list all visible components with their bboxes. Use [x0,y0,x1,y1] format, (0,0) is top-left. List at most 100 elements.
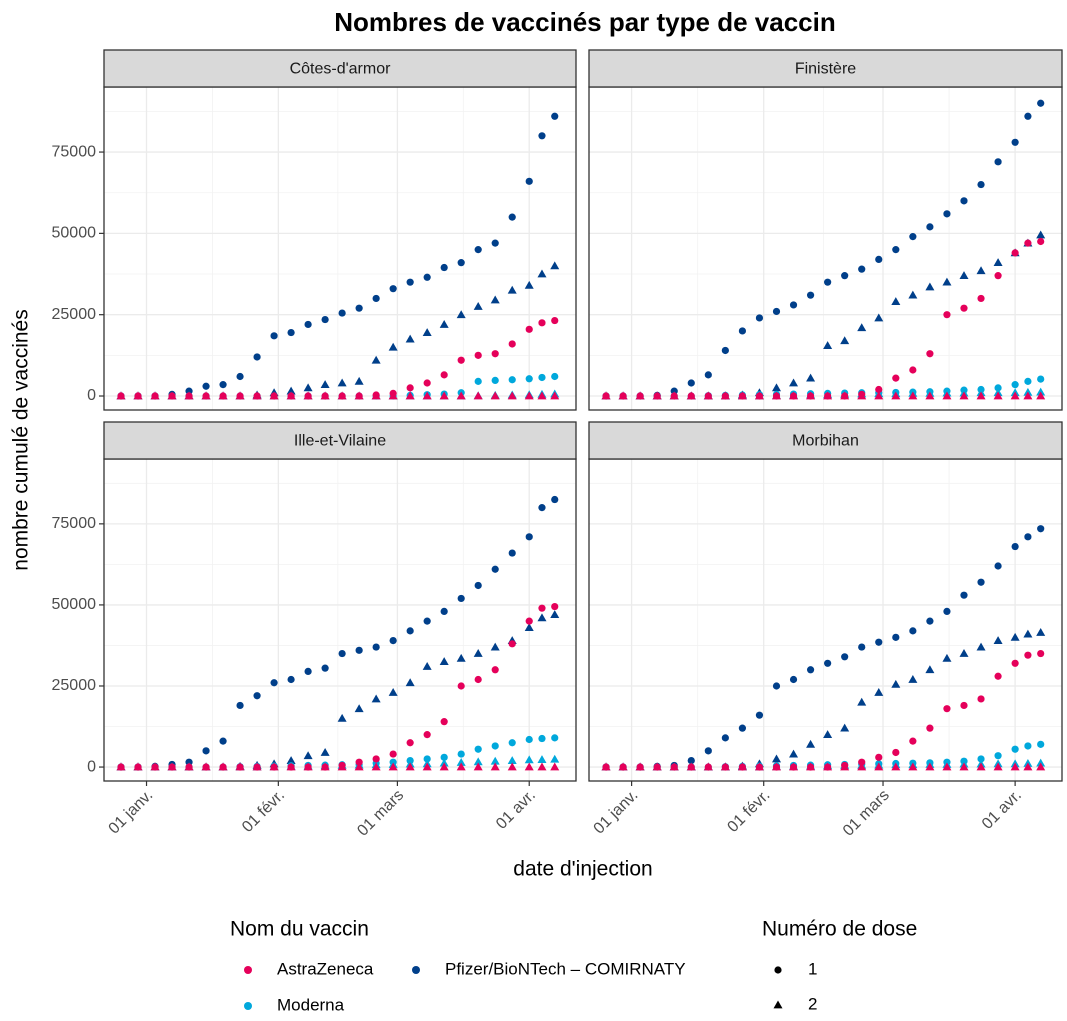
point [551,602,559,611]
point [720,762,730,771]
point [490,642,500,651]
point [150,762,160,771]
point [652,391,662,400]
point [704,747,712,755]
point [474,246,482,254]
point [737,391,747,400]
point [354,762,364,771]
point [490,762,500,771]
point [537,613,547,622]
point [1010,632,1020,641]
point [201,391,211,400]
panel-background [104,87,576,410]
point [994,752,1002,760]
point [320,380,330,389]
point [976,266,986,275]
point [321,664,329,672]
point [508,640,516,648]
point [1011,381,1019,389]
point [538,604,546,612]
point [841,653,849,661]
point [875,385,883,394]
point [908,675,918,683]
point [389,750,397,758]
legend-marker [412,966,420,974]
point [601,762,611,771]
point [806,666,815,674]
point [550,610,560,619]
point [538,373,546,382]
point [490,391,500,400]
point [823,730,833,739]
point [525,325,533,333]
legend-label: 1 [808,959,817,978]
point [551,372,559,381]
y-tick-label: 50000 [52,225,97,242]
point [537,755,547,763]
facet-strip [588,421,1063,460]
point [550,391,560,400]
point [771,762,781,771]
point [1023,391,1033,400]
point [133,391,143,400]
point [473,762,483,771]
point [892,748,900,757]
point [874,391,884,400]
point [1011,542,1019,551]
point [355,758,363,766]
y-tick-label: 0 [87,387,96,404]
point [538,734,546,743]
legend-marker [244,966,252,974]
point [858,758,866,766]
point [1036,391,1046,400]
point [422,328,432,336]
point [422,662,432,670]
legend-label: AstraZeneca [277,959,374,978]
point [116,762,126,771]
legend-marker [244,1002,252,1010]
point [789,378,799,387]
point [1010,391,1020,400]
point [252,762,262,771]
point [405,391,415,400]
point [457,750,465,758]
point [909,366,917,374]
point [942,653,952,662]
point [270,679,278,687]
point [908,391,918,400]
point [252,391,262,400]
point [525,735,533,744]
point [943,311,951,319]
point [721,734,729,742]
point [993,762,1003,771]
point [1011,249,1019,257]
point [388,762,398,771]
point [389,285,397,293]
point [823,341,833,349]
point [423,731,431,739]
point [457,682,465,690]
point [537,269,547,278]
point [1010,762,1020,771]
point [551,316,559,325]
point [1037,740,1045,748]
point [993,391,1003,400]
point [423,273,431,281]
point [841,272,849,280]
point [508,739,516,747]
point [287,675,295,684]
point [456,653,466,662]
facet-strip [103,421,577,460]
point [943,210,951,218]
point [525,177,533,185]
point [942,391,952,400]
point [994,672,1002,680]
point [959,271,969,280]
point [993,636,1003,644]
point [1011,745,1019,753]
point [287,328,295,337]
point [994,272,1002,280]
point [525,617,533,625]
point [219,737,227,745]
